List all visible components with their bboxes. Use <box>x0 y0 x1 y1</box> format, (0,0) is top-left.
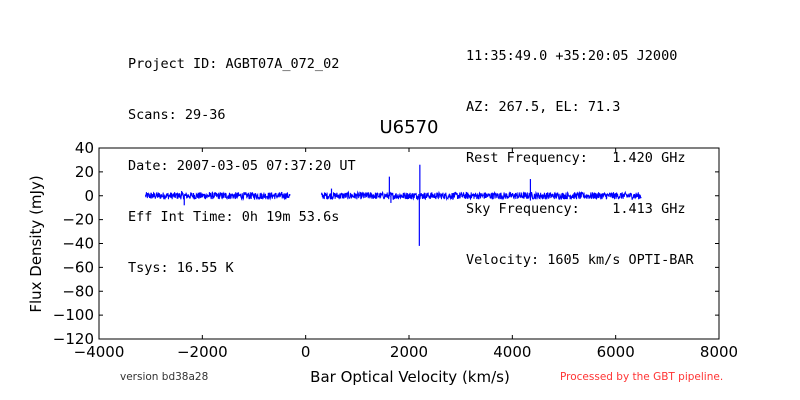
observation-info-left: Project ID: AGBT07A_072_02 Scans: 29-36 … <box>128 22 356 294</box>
sky-frequency-text: Sky Frequency: 1.413 GHz <box>466 201 686 217</box>
pipeline-note: Processed by the GBT pipeline. <box>560 371 724 383</box>
rest-frequency-text: Rest Frequency: 1.420 GHz <box>466 150 686 166</box>
az-el-text: AZ: 267.5, EL: 71.3 <box>466 99 621 115</box>
y-tick-label: 20 <box>75 163 94 181</box>
y-tick-label: −20 <box>62 211 94 229</box>
x-tick-label: −4000 <box>74 343 125 361</box>
y-tick-label: −120 <box>53 330 94 348</box>
y-tick-label: −40 <box>62 235 94 253</box>
x-tick-label: −2000 <box>177 343 228 361</box>
y-axis: 40 20 0 −20 −40 −60 −80 −100 −120 <box>53 139 719 348</box>
observation-info-right: 11:35:49.0 +35:20:05 J2000 AZ: 267.5, EL… <box>466 14 694 286</box>
spectrum-trace <box>320 190 642 202</box>
coordinates-text: 11:35:49.0 +35:20:05 J2000 <box>466 48 678 64</box>
x-tick-label: 4000 <box>493 343 531 361</box>
tsys-text: Tsys: 16.55 K <box>128 260 234 276</box>
chart-title: U6570 <box>380 117 439 138</box>
y-tick-label: −80 <box>62 282 94 300</box>
x-tick-label: 0 <box>301 343 311 361</box>
x-tick-label: 2000 <box>390 343 428 361</box>
y-axis-label: Flux Density (mJy) <box>27 175 45 312</box>
velocity-text: Velocity: 1605 km/s OPTI-BAR <box>466 252 694 268</box>
version-note: version bd38a28 <box>120 371 209 383</box>
date-text: Date: 2007-03-05 07:37:20 UT <box>128 158 356 174</box>
series-layer <box>145 164 642 246</box>
y-tick-label: 0 <box>84 187 94 205</box>
x-axis-label: Bar Optical Velocity (km/s) <box>310 368 510 386</box>
project-id-text: Project ID: AGBT07A_072_02 <box>128 56 340 72</box>
spectrum-trace <box>145 191 291 202</box>
int-time-text: Eff Int Time: 0h 19m 53.6s <box>128 209 340 225</box>
scans-text: Scans: 29-36 <box>128 107 226 123</box>
y-tick-label: −60 <box>62 258 94 276</box>
x-axis: −4000 −2000 0 2000 4000 6000 8000 <box>74 148 738 361</box>
plot-frame <box>98 147 720 340</box>
x-tick-label: 8000 <box>700 343 738 361</box>
y-tick-label: 40 <box>75 139 94 157</box>
y-tick-label: −100 <box>53 306 94 324</box>
x-tick-label: 6000 <box>597 343 635 361</box>
